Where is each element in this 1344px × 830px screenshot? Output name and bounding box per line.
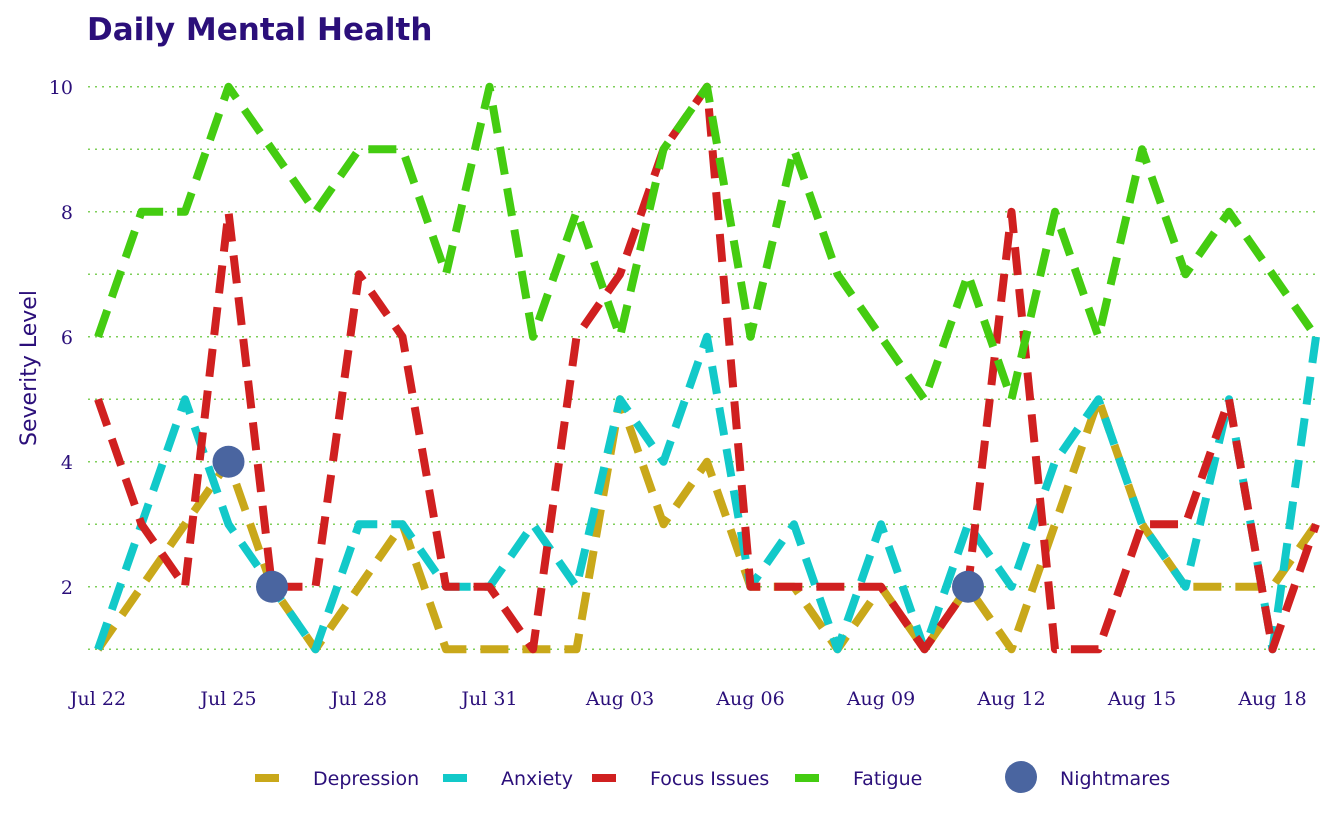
- series-line-fatigue: [94, 82, 1320, 404]
- nightmare-marker: [952, 570, 984, 603]
- nightmare-markers: [212, 445, 984, 603]
- y-tick-label: 4: [61, 452, 73, 474]
- x-tick-labels: Jul 22 Jul 25 Jul 28 Jul 31 Aug 03 Aug 06 Aug …: [68, 688, 1307, 710]
- legend-label-nightmares: Nightmares: [1060, 768, 1170, 790]
- series-line-focus-issues: [94, 82, 1320, 654]
- series-line-depression: [94, 395, 1320, 654]
- x-tick-label: Aug 18: [1237, 688, 1306, 710]
- x-tick-label: Jul 22: [68, 688, 126, 710]
- x-tick-label: Aug 09: [846, 688, 915, 710]
- x-tick-label: Aug 03: [585, 688, 654, 710]
- nightmare-marker: [212, 445, 245, 478]
- x-tick-label: Jul 28: [329, 688, 387, 710]
- nightmare-marker: [256, 570, 288, 603]
- y-tick-label: 10: [49, 77, 73, 99]
- y-tick-labels: 2 4 6 8 10: [49, 77, 73, 599]
- x-tick-label: Aug 06: [715, 688, 784, 710]
- legend-label-anxiety: Anxiety: [501, 768, 573, 790]
- chart-title: Daily Mental Health: [87, 12, 432, 48]
- series-lines: [94, 82, 1320, 654]
- x-tick-label: Jul 31: [459, 688, 517, 710]
- y-tick-label: 8: [61, 202, 73, 224]
- legend: Depression Anxiety Focus Issues Fatigue Nigh…: [255, 761, 1170, 793]
- series-line-anxiety: [94, 332, 1320, 654]
- legend-label-focus-issues: Focus Issues: [650, 768, 769, 790]
- y-axis-label: Severity Level: [17, 290, 42, 446]
- legend-label-fatigue: Fatigue: [853, 768, 922, 790]
- x-tick-label: Aug 15: [1107, 688, 1176, 710]
- y-tick-label: 6: [61, 327, 73, 349]
- legend-swatch-nightmares: [1005, 761, 1037, 793]
- y-tick-label: 2: [61, 577, 73, 599]
- x-tick-label: Jul 25: [198, 688, 256, 710]
- x-tick-label: Aug 12: [976, 688, 1045, 710]
- legend-label-depression: Depression: [313, 768, 419, 790]
